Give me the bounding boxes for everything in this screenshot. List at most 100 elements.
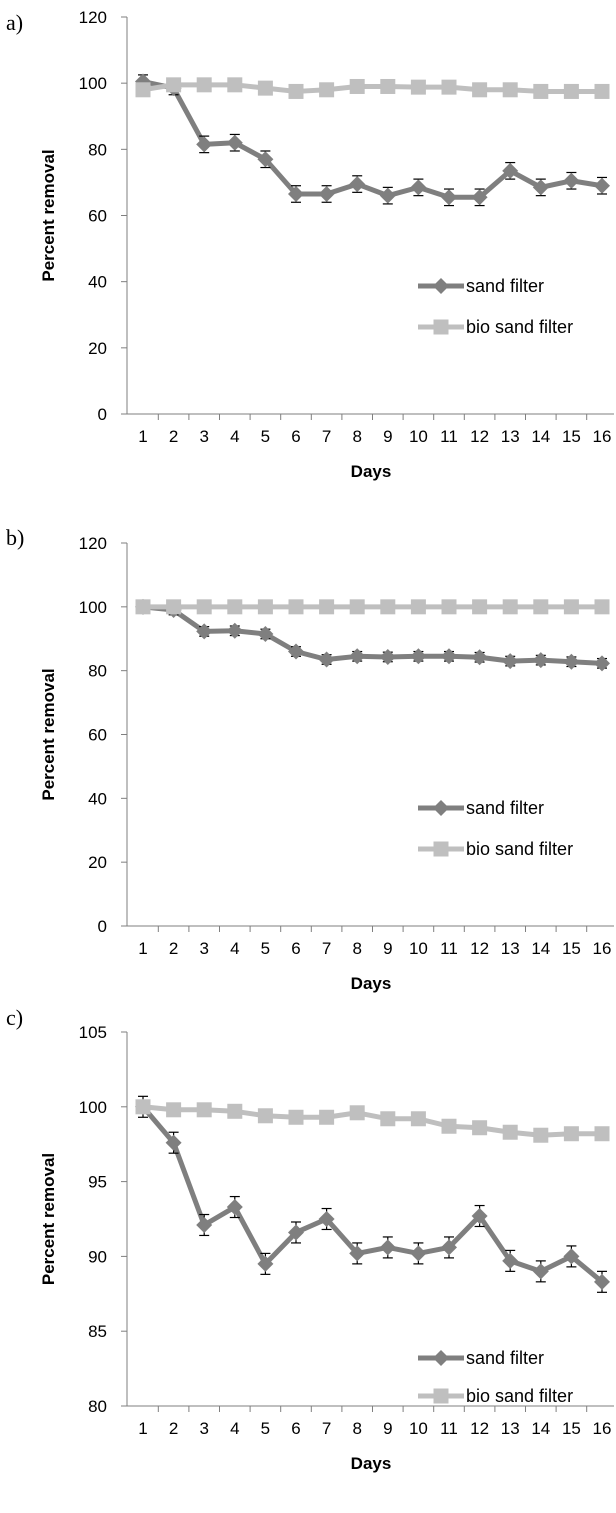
sand-data-point [441,648,457,665]
sand-data-point [410,648,427,665]
sand-data-point [288,1224,304,1241]
bio-data-point [257,1108,273,1124]
bio-data-point [502,1124,518,1140]
bio-data-point [594,1126,610,1142]
sand-data-point [349,648,366,665]
bio-series-line [142,82,602,94]
y-tick-label: 80 [88,662,107,681]
x-tick-label: 14 [531,939,550,958]
sand-data-point [318,651,335,668]
y-tick-label: 20 [88,339,107,358]
sand-data-point [502,653,519,670]
sand-data-point [441,189,457,206]
x-tick-label: 7 [322,1419,331,1438]
sand-data-point [502,162,519,179]
legend-sand-marker [433,800,449,816]
bio-data-point [380,78,396,94]
legend-sand-marker [433,278,449,294]
x-tick-label: 14 [531,1419,550,1438]
x-tick-label: 12 [470,427,489,446]
bio-data-point [502,599,518,615]
sand-data-point [226,622,243,639]
bio-data-point [472,82,488,98]
sand-data-point [594,177,610,194]
y-tick-label: 120 [79,8,107,27]
sand-data-point [410,179,427,196]
bio-data-point [563,83,579,99]
sand-data-point [165,1134,182,1151]
bio-data-point [410,1111,426,1127]
bio-data-point [349,599,365,615]
bio-data-point [196,77,212,93]
bio-data-point [257,80,273,96]
bio-data-point [227,599,243,615]
bio-data-point [349,1105,365,1121]
x-tick-label: 16 [593,939,612,958]
x-tick-label: 11 [440,427,458,446]
legend-bio-label: bio sand filter [466,839,573,859]
sand-data-point [594,655,610,672]
legend-sand-label: sand filter [466,276,544,296]
bio-data-point [472,599,488,615]
x-tick-label: 4 [230,1419,239,1438]
sand-data-point [226,1199,243,1216]
x-axis-title: Days [351,974,392,993]
bio-data-point [410,79,426,95]
sand-data-point [349,1245,366,1262]
y-tick-label: 105 [79,1023,107,1042]
legend-bio-label: bio sand filter [466,317,573,337]
y-tick-label: 0 [98,405,107,424]
sand-data-point [257,1255,274,1272]
legend-bio-marker [433,1388,449,1404]
x-tick-label: 15 [562,1419,581,1438]
sand-data-point [471,189,488,206]
sand-data-point [379,1239,396,1256]
sand-data-point [196,1216,213,1233]
bio-series-line [142,1104,602,1138]
x-tick-label: 9 [383,939,392,958]
sand-data-point [288,185,304,202]
x-tick-label: 8 [352,939,361,958]
y-tick-label: 0 [98,917,107,936]
bio-data-point [349,78,365,94]
sand-data-point [563,1248,580,1265]
bio-data-point [563,1126,579,1142]
x-tick-label: 2 [169,1419,178,1438]
y-tick-label: 40 [88,273,107,292]
bio-data-point [533,599,549,615]
sand-data-point [288,643,304,660]
x-tick-label: 3 [199,939,208,958]
legend-bio-label: bio sand filter [466,1386,573,1406]
x-tick-label: 8 [352,1419,361,1438]
sand-data-point [532,652,549,669]
sand-data-point [410,1245,427,1262]
sand-data-point [349,176,366,193]
x-tick-label: 12 [470,1419,489,1438]
bio-data-point [288,83,304,99]
y-tick-label: 120 [79,534,107,553]
x-tick-label: 16 [593,1419,612,1438]
bio-data-point [502,82,518,98]
bio-data-point [166,77,182,93]
x-tick-label: 8 [352,427,361,446]
sand-data-point [563,172,580,189]
x-tick-label: 10 [409,427,428,446]
bio-data-point [441,599,457,615]
bio-data-point [380,599,396,615]
x-tick-label: 3 [199,427,208,446]
sand-data-point [441,1239,457,1256]
x-tick-label: 11 [440,1419,458,1438]
x-tick-label: 4 [230,427,239,446]
x-tick-label: 11 [440,939,458,958]
x-tick-label: 12 [470,939,489,958]
bio-data-point [319,599,335,615]
y-tick-label: 60 [88,726,107,745]
legend-bio-marker [433,841,449,857]
bio-data-point [441,79,457,95]
bio-data-point [135,1099,151,1115]
sand-series-line [141,1105,604,1284]
sand-data-point [502,1252,519,1269]
panel-label: a) [6,10,23,35]
panel-label: c) [6,1005,23,1030]
